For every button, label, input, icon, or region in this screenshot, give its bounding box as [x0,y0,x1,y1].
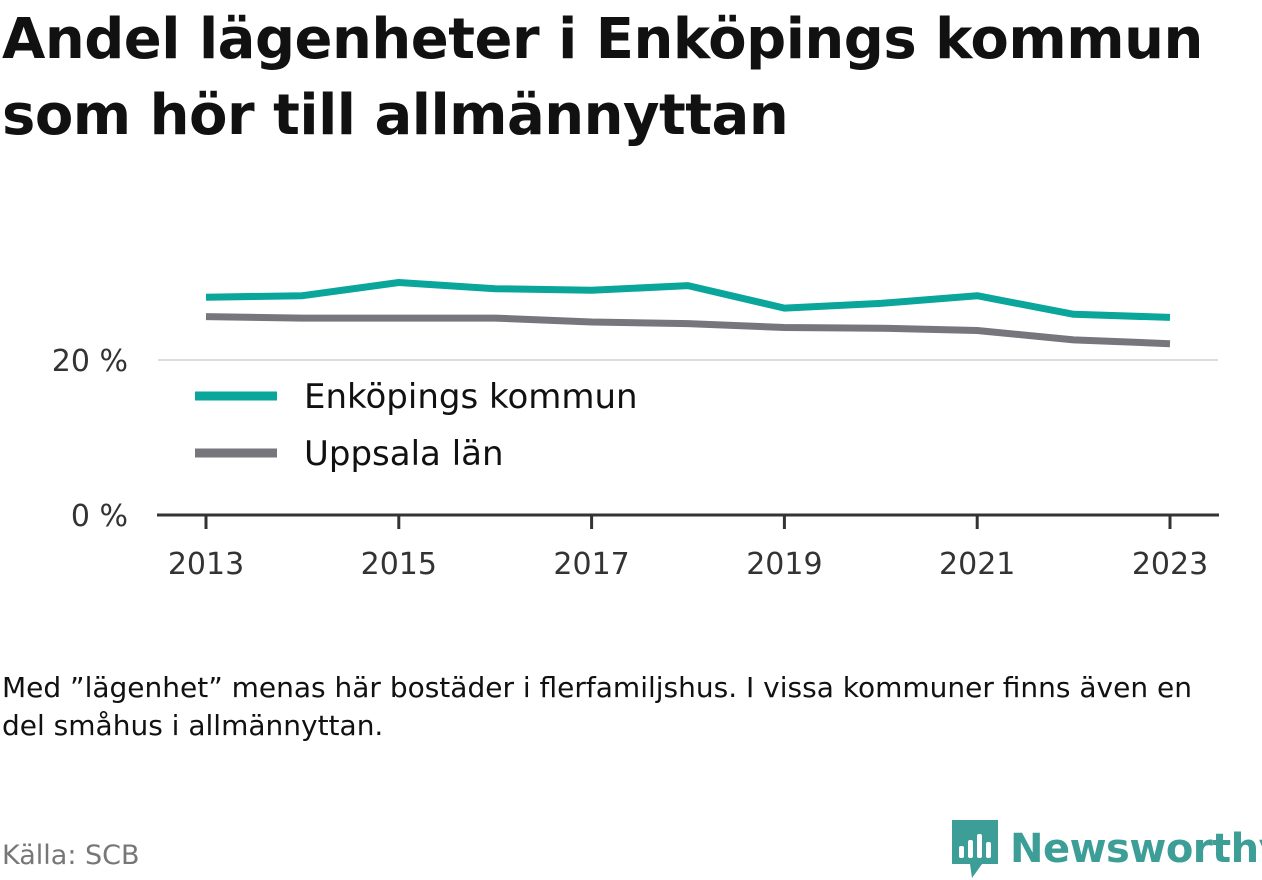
x-tick-label: 2015 [361,547,437,582]
x-tick-label: 2019 [746,547,822,582]
legend-label: Uppsala län [304,434,504,474]
chart-note: Med ”lägenhet” menas här bostäder i fler… [2,671,1192,742]
series-line [205,279,1171,321]
source-label: Källa: SCB [2,840,140,871]
legend-label: Enköpings kommun [304,377,638,417]
newsworthy-logo-icon [952,820,998,878]
x-tick-label: 2013 [168,547,244,582]
newsworthy-brand[interactable]: Newsworthy [950,818,1262,880]
y-tick-label: 20 % [52,344,128,379]
y-tick-label: 0 % [71,499,128,534]
series-lines [205,279,1171,348]
x-tick-label: 2017 [553,547,629,582]
y-axis-labels: 0 % 20 % [52,344,128,534]
chart-title: Andel lägenheter i Enköpings kommun som … [2,7,1203,148]
series-line [205,313,1171,348]
legend-item: Enköpings kommun [195,377,638,417]
legend: Enköpings kommun Uppsala län [195,377,638,474]
x-tick-label: 2023 [1132,547,1208,582]
legend-item: Uppsala län [195,434,504,474]
x-tick-label: 2021 [939,547,1015,582]
brand-name: Newsworthy [1010,826,1262,872]
x-axis: 2013 2015 2017 2019 2021 2023 [157,513,1219,582]
line-chart: 2013 2015 2017 2019 2021 2023 0 % 20 % Enköpin… [52,279,1219,582]
